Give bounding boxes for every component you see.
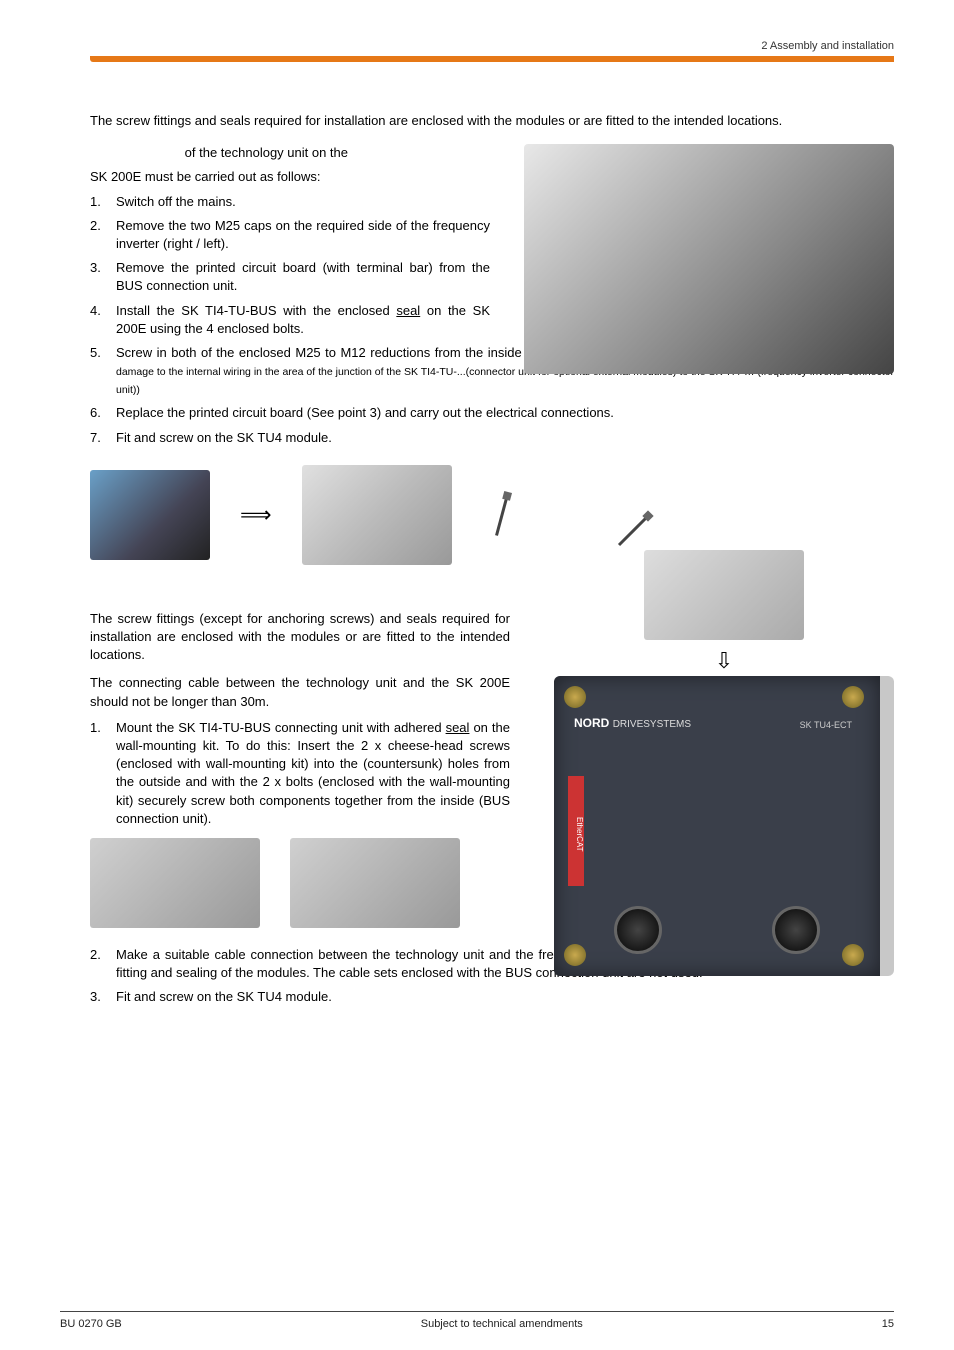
step-text: Switch off the mains.	[116, 193, 490, 211]
wall-mount-p1: The screw fittings (except for anchoring…	[90, 610, 510, 665]
screwdriver-icon	[474, 487, 529, 542]
screw-icon	[564, 944, 586, 966]
intro-paragraph: The screw fittings and seals required fo…	[90, 112, 894, 130]
step-number: 2.	[90, 946, 116, 982]
step-number: 3.	[90, 988, 116, 1006]
step-number: 1.	[90, 193, 116, 211]
wall-mount-p2: The connecting cable between the technol…	[90, 674, 510, 710]
step-number: 4.	[90, 302, 116, 338]
step-number: 5.	[90, 344, 116, 399]
step-number: 2.	[90, 217, 116, 253]
header-accent-bar	[90, 56, 894, 62]
bracket-part-image	[644, 550, 804, 640]
page-footer: BU 0270 GB Subject to technical amendmen…	[60, 1311, 894, 1330]
step-number: 1.	[90, 719, 116, 828]
port-in-icon	[614, 906, 662, 954]
direct-mount-lead: Direct mounting of the technology unit o…	[90, 144, 490, 162]
step-text: Install the SK TI4-TU-BUS with the enclo…	[116, 302, 490, 338]
bracket-back-image	[90, 838, 260, 928]
wall-mount-block: ⇩ NORD DRIVESYSTEMS SK TU4-ECT EtherCAT …	[90, 610, 894, 1007]
motor-unit-image	[524, 144, 894, 374]
wall-mount-steps: 1.Mount the SK TI4-TU-BUS connecting uni…	[90, 719, 510, 828]
module-brand-label: NORD DRIVESYSTEMS	[574, 716, 691, 730]
step-text: Remove the two M25 caps on the required …	[116, 217, 490, 253]
bracket-front-image	[290, 838, 460, 928]
screw-icon	[842, 686, 864, 708]
step-text: Replace the printed circuit board (See p…	[116, 404, 894, 422]
ethercat-label: EtherCAT	[568, 776, 584, 886]
module-open-image	[302, 465, 452, 565]
screwdriver-icon	[614, 510, 654, 550]
screw-icon	[842, 944, 864, 966]
screw-icon	[564, 686, 586, 708]
arrow-right-icon: ⟹	[240, 502, 272, 528]
step-text: Mount the SK TI4-TU-BUS connecting unit …	[116, 719, 510, 828]
step-text: Fit and screw on the SK TU4 module.	[116, 988, 894, 1006]
mount-image-row	[90, 838, 510, 928]
step-number: 7.	[90, 429, 116, 447]
assembly-diagram: ⇩ NORD DRIVESYSTEMS SK TU4-ECT EtherCAT	[554, 610, 894, 976]
footer-page-number: 15	[882, 1318, 894, 1330]
port-out-icon	[772, 906, 820, 954]
step-number: 3.	[90, 259, 116, 295]
module-model-label: SK TU4-ECT	[800, 720, 852, 730]
module-front-image	[90, 470, 210, 560]
step-text: Fit and screw on the SK TU4 module.	[116, 429, 894, 447]
header-section-label: 2 Assembly and installation	[90, 40, 894, 52]
down-arrow-icon: ⇩	[554, 648, 894, 674]
module-large-image: NORD DRIVESYSTEMS SK TU4-ECT EtherCAT	[554, 676, 894, 976]
step-text: Remove the printed circuit board (with t…	[116, 259, 490, 295]
footer-note: Subject to technical amendments	[421, 1318, 583, 1330]
direct-mount-block: Direct mounting of the technology unit o…	[90, 144, 894, 447]
direct-mount-lead-2: SK 200E must be carried out as follows:	[90, 168, 490, 186]
step-number: 6.	[90, 404, 116, 422]
footer-doc-id: BU 0270 GB	[60, 1318, 122, 1330]
